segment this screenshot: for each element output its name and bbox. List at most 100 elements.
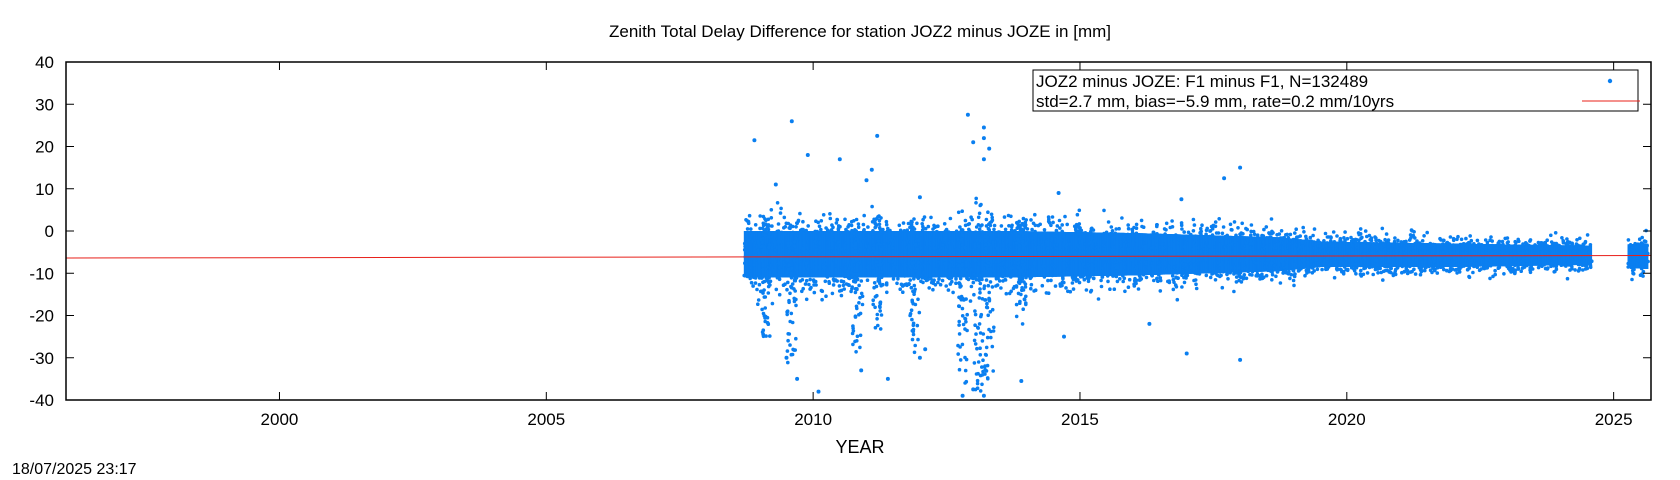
- data-point: [1200, 223, 1204, 227]
- data-point: [1152, 278, 1156, 283]
- data-point: [1053, 284, 1058, 288]
- data-point: [1323, 231, 1328, 236]
- data-point: [1199, 229, 1203, 234]
- data-point: [1251, 229, 1256, 234]
- data-point: [891, 277, 896, 281]
- data-point: [1126, 223, 1130, 227]
- data-point: [977, 211, 982, 216]
- data-point: [1049, 278, 1053, 283]
- data-point: [1213, 278, 1218, 282]
- data-point: [856, 222, 861, 226]
- data-point: [776, 222, 781, 226]
- data-point: [778, 211, 783, 215]
- data-point: [817, 224, 822, 229]
- data-point: [1191, 229, 1196, 233]
- data-point: [768, 279, 773, 284]
- data-point: [1332, 275, 1337, 280]
- data-point: [1354, 272, 1358, 276]
- data-point: [859, 279, 864, 283]
- data-point: [1040, 283, 1045, 288]
- data-point: [794, 225, 798, 229]
- data-point: [1042, 228, 1047, 232]
- data-point: [749, 280, 754, 285]
- data-point: [976, 215, 981, 220]
- data-point: [926, 224, 931, 229]
- data-point: [1376, 271, 1380, 275]
- data-point: [833, 278, 838, 282]
- data-point: [932, 278, 936, 283]
- data-point: [801, 286, 805, 291]
- data-point: [1270, 272, 1275, 277]
- data-point: [1164, 228, 1168, 232]
- data-point: [877, 222, 882, 227]
- data-point: [954, 277, 958, 281]
- data-point: [1245, 227, 1249, 232]
- data-point: [1204, 273, 1209, 278]
- data-point: [942, 222, 947, 226]
- data-point: [1120, 216, 1124, 220]
- data-point: [881, 282, 885, 287]
- data-point: [906, 221, 911, 226]
- data-point: [823, 279, 828, 284]
- data-point: [1009, 214, 1013, 219]
- data-point: [1301, 225, 1305, 230]
- data-point: [1096, 297, 1101, 301]
- data-point: [1170, 219, 1174, 223]
- data-point: [1194, 282, 1198, 287]
- data-point: [1003, 227, 1008, 232]
- data-point: [775, 201, 780, 205]
- data-point: [936, 280, 940, 285]
- data-point: [1288, 232, 1293, 237]
- data-point: [954, 281, 958, 286]
- data-point: [1216, 231, 1221, 235]
- data-point: [1306, 269, 1311, 274]
- data-point: [1269, 217, 1274, 221]
- data-point: [1304, 234, 1308, 239]
- data-point: [751, 284, 755, 288]
- data-point: [1241, 277, 1245, 281]
- data-point: [1046, 291, 1051, 296]
- data-point: [884, 281, 889, 285]
- data-point: [857, 283, 861, 288]
- data-point: [950, 279, 954, 284]
- data-point: [926, 277, 930, 282]
- data-point: [990, 285, 995, 289]
- data-point: [807, 282, 811, 287]
- data-point: [1192, 223, 1197, 227]
- data-point: [1102, 208, 1106, 213]
- data-point: [824, 294, 828, 299]
- data-point: [871, 298, 875, 303]
- data-point: [1371, 272, 1375, 277]
- data-point: [755, 287, 759, 292]
- data-point: [756, 298, 761, 302]
- data-point: [1033, 288, 1038, 293]
- data-point: [967, 222, 972, 226]
- data-point: [839, 288, 844, 293]
- data-point: [921, 224, 925, 229]
- data-point: [972, 292, 976, 297]
- data-point: [1270, 278, 1274, 282]
- data-point: [1369, 238, 1374, 243]
- data-point: [861, 222, 866, 227]
- data-point: [885, 290, 889, 295]
- data-point: [1219, 273, 1223, 278]
- data-point: [835, 217, 839, 222]
- data-point: [1361, 272, 1366, 277]
- data-point: [1136, 287, 1141, 291]
- data-point: [1060, 283, 1064, 288]
- data-point: [1099, 278, 1103, 283]
- data-point: [1060, 223, 1064, 227]
- data-point: [1264, 225, 1269, 229]
- data-point: [1292, 273, 1297, 277]
- data-point: [1284, 233, 1288, 237]
- data-point: [922, 215, 927, 219]
- data-point: [927, 286, 931, 290]
- data-point: [801, 227, 805, 232]
- data-point: [1029, 282, 1034, 287]
- data-point: [986, 283, 991, 288]
- data-point: [1175, 297, 1180, 302]
- data-point: [1038, 222, 1042, 227]
- data-point: [1073, 227, 1078, 231]
- data-point: [1343, 230, 1347, 234]
- data-point: [1030, 227, 1034, 232]
